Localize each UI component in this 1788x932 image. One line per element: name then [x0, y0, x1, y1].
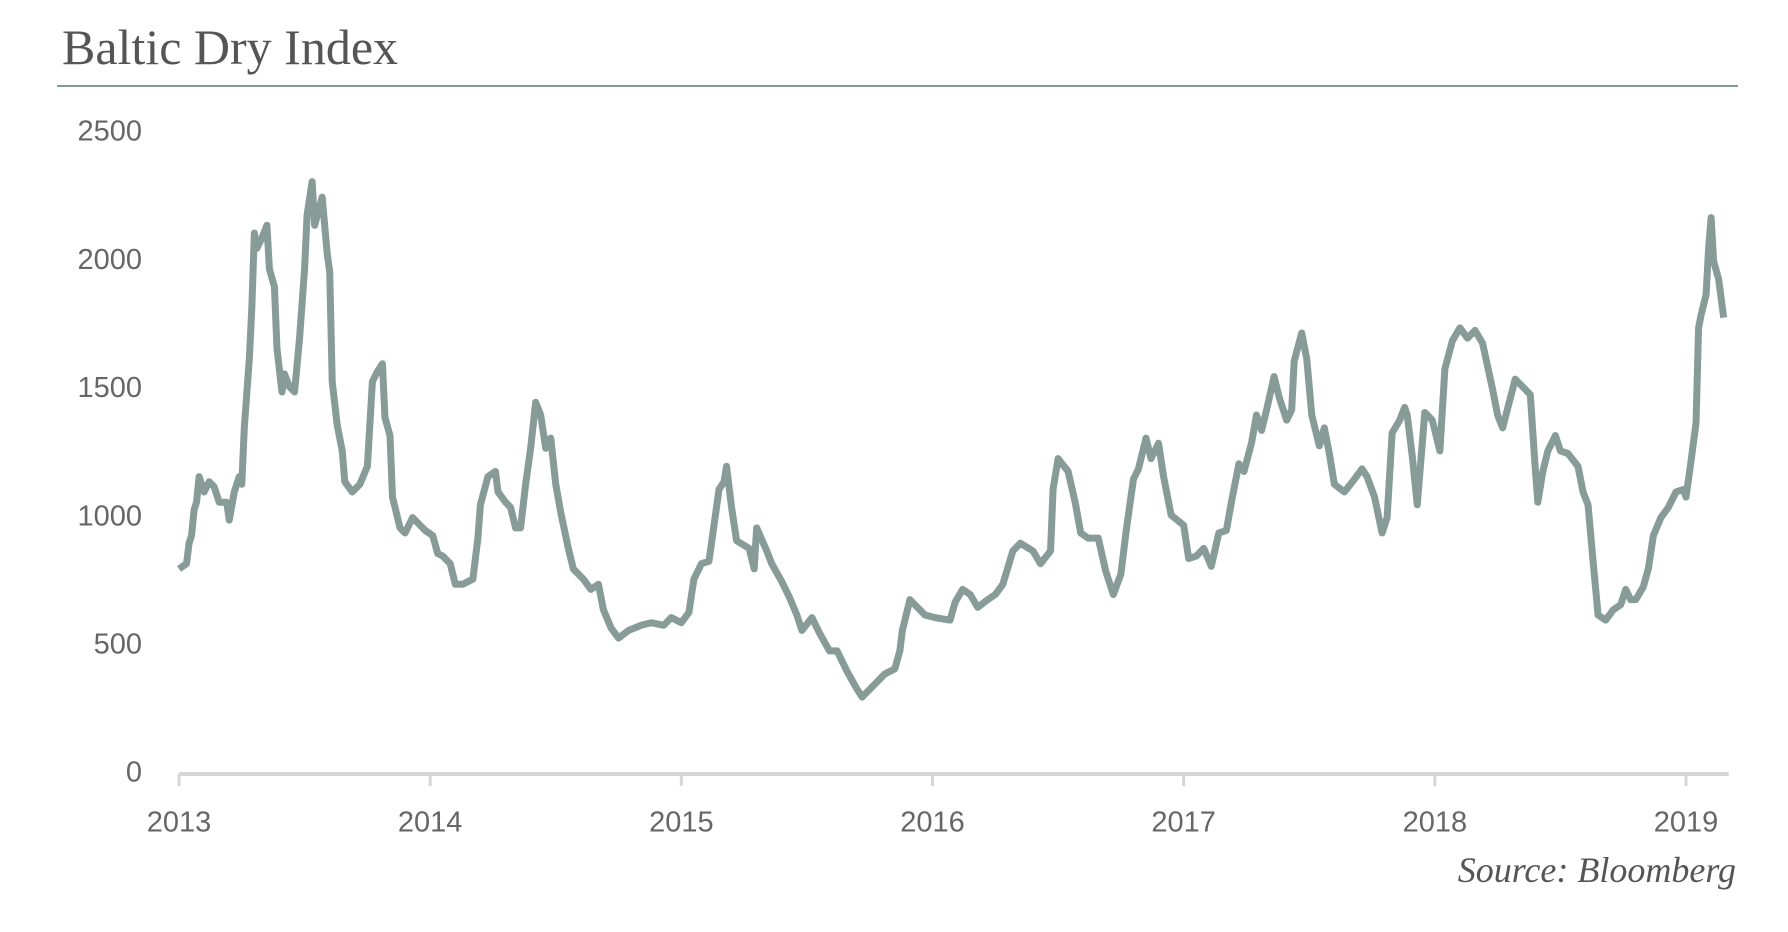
y-tick-label: 1500	[77, 372, 142, 404]
x-tick-label: 2015	[649, 807, 714, 839]
x-tick-label: 2017	[1151, 807, 1216, 839]
x-tick-label: 2016	[900, 807, 965, 839]
y-tick-label: 1000	[77, 500, 142, 532]
y-tick-label: 2500	[77, 116, 142, 148]
y-tick-label: 2000	[77, 244, 142, 276]
source: Source: Bloomberg	[1458, 850, 1736, 890]
x-tick-label: 2018	[1403, 807, 1468, 839]
y-tick-label: 500	[94, 628, 142, 660]
x-tick-label: 2019	[1654, 807, 1719, 839]
y-tick-label: 0	[126, 757, 142, 789]
x-tick-label: 2013	[147, 807, 212, 839]
x-tick-label: 2014	[398, 807, 463, 839]
series-line	[177, 178, 1728, 701]
chart-title: Baltic Dry Index	[62, 19, 398, 75]
